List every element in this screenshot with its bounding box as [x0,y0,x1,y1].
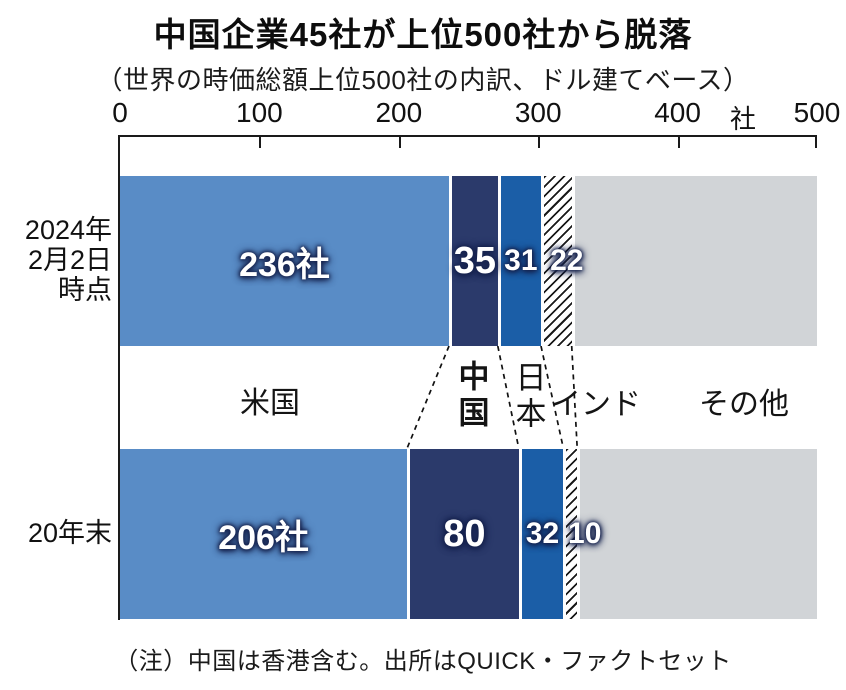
segment-2024-others [571,176,817,346]
row-label-2024: 2024年 2月2日 時点 [24,215,112,305]
axis-tick-500: 500 [793,97,841,128]
category-label-japan: 日本 [510,361,546,433]
axis-tick-mark [259,135,262,148]
axis-tick-200: 200 [375,97,423,128]
category-label-china: 中国 [453,360,489,432]
x-axis-line [120,135,817,137]
segment-2020-china: 80 [407,449,519,619]
segment-2024-china: 35 [448,176,498,346]
axis-unit-label: 社 [729,104,757,134]
segment-2020-japan: 32 [518,449,564,619]
bar-2020: 206社 80 32 10 [120,449,817,619]
segment-2024-india: 22 [540,176,583,346]
axis-tick-300: 300 [514,97,562,128]
chart-title: 中国企業45社が上位500社から脱落 [153,16,693,53]
segment-2020-others [577,449,817,619]
value-label-2020-india: 10 [568,517,602,550]
source-note: （注）中国は香港含む。出所はQUICK・ファクトセット [114,648,732,675]
value-label-2024-us: 236社 [239,245,330,284]
segment-2020-india: 10 [563,449,601,619]
axis-tick-mark [815,135,817,148]
value-label-2020-china: 80 [443,512,486,555]
chart-subtitle: （世界の時価総額上位500社の内訳、ドル建てベース） [96,65,750,95]
bar-2024: 236社 35 31 22 [120,176,817,346]
axis-tick-mark [538,135,541,148]
row-label-2020: 20年末 [27,518,112,548]
category-label-others: その他 [699,388,789,421]
segment-2024-japan: 31 [497,176,541,346]
chart-header: 中国企業45社が上位500社から脱落 （世界の時価総額上位500社の内訳、ドル建… [0,8,846,97]
value-label-2024-china: 35 [453,239,496,282]
category-label-us: 米国 [240,387,300,420]
axis-tick-mark [398,135,401,148]
value-label-2020-us: 206社 [218,518,309,557]
axis-tick-0: 0 [112,97,128,128]
axis-tick-100: 100 [236,97,283,128]
value-label-2024-japan: 31 [504,244,538,277]
axis-tick-400: 400 [654,97,701,128]
segment-2020-us: 206社 [120,449,408,619]
y-axis-line [118,135,120,620]
segment-connector-lines [406,346,579,448]
value-label-2020-japan: 32 [525,517,560,550]
segment-2024-us: 236社 [120,176,449,346]
value-label-2024-india: 22 [550,244,584,277]
axis-tick-mark [677,135,680,148]
category-label-india: インド [551,388,641,421]
